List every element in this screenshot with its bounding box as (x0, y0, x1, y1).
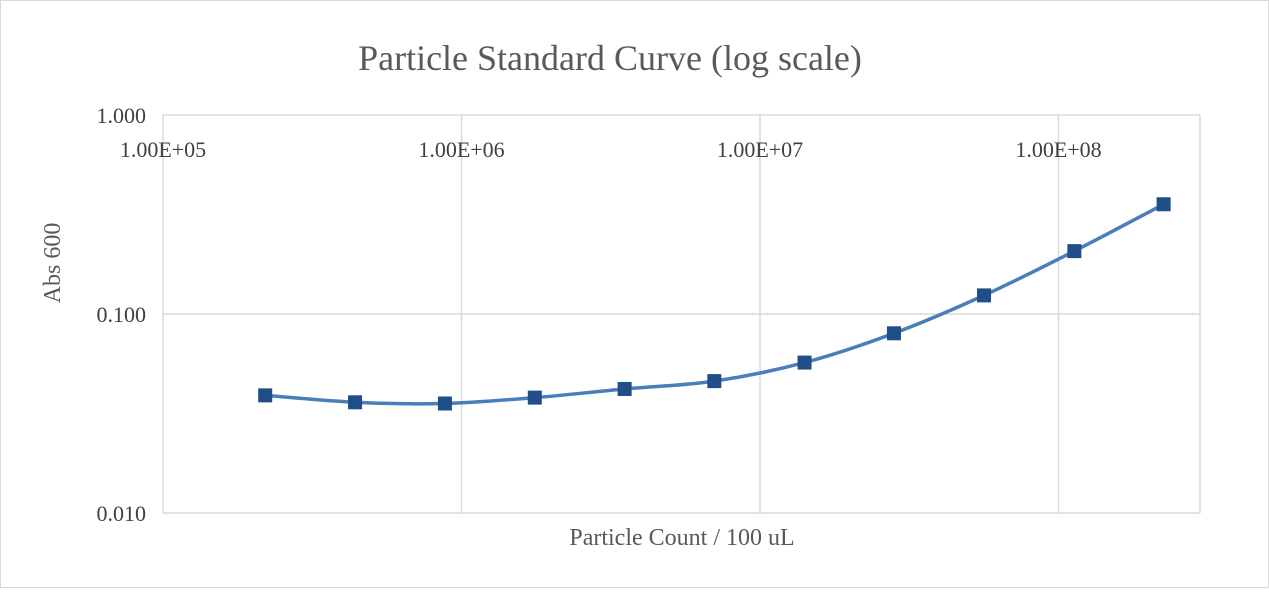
data-point-marker (258, 388, 273, 403)
x-tick-label: 1.00E+07 (717, 137, 803, 162)
x-tick-label: 1.00E+05 (120, 137, 206, 162)
data-point-marker (977, 288, 992, 303)
y-tick-label: 0.010 (97, 501, 147, 526)
chart-title: Particle Standard Curve (log scale) (358, 38, 862, 78)
data-point-marker (527, 390, 542, 405)
y-gridlines (163, 114, 1200, 514)
x-tick-label: 1.00E+06 (418, 137, 504, 162)
y-tick-label: 0.100 (97, 302, 147, 327)
data-point-marker (617, 381, 632, 396)
y-tick-label: 1.000 (97, 103, 147, 128)
data-point-marker (886, 326, 901, 341)
y-axis-title: Abs 600 (40, 223, 66, 304)
data-point-marker (1067, 244, 1082, 259)
x-tick-label: 1.00E+08 (1015, 137, 1101, 162)
y-tick-labels: 0.010 0.100 1.000 (97, 103, 147, 526)
data-point-marker (348, 395, 363, 410)
data-point-marker (797, 355, 812, 370)
series-markers (258, 197, 1171, 411)
x-axis-title: Particle Count / 100 uL (569, 525, 794, 551)
x-tick-labels: 1.00E+05 1.00E+06 1.00E+07 1.00E+08 (120, 137, 1102, 162)
data-point-marker (707, 374, 722, 389)
data-point-marker (1156, 197, 1171, 212)
data-point-marker (437, 396, 452, 411)
